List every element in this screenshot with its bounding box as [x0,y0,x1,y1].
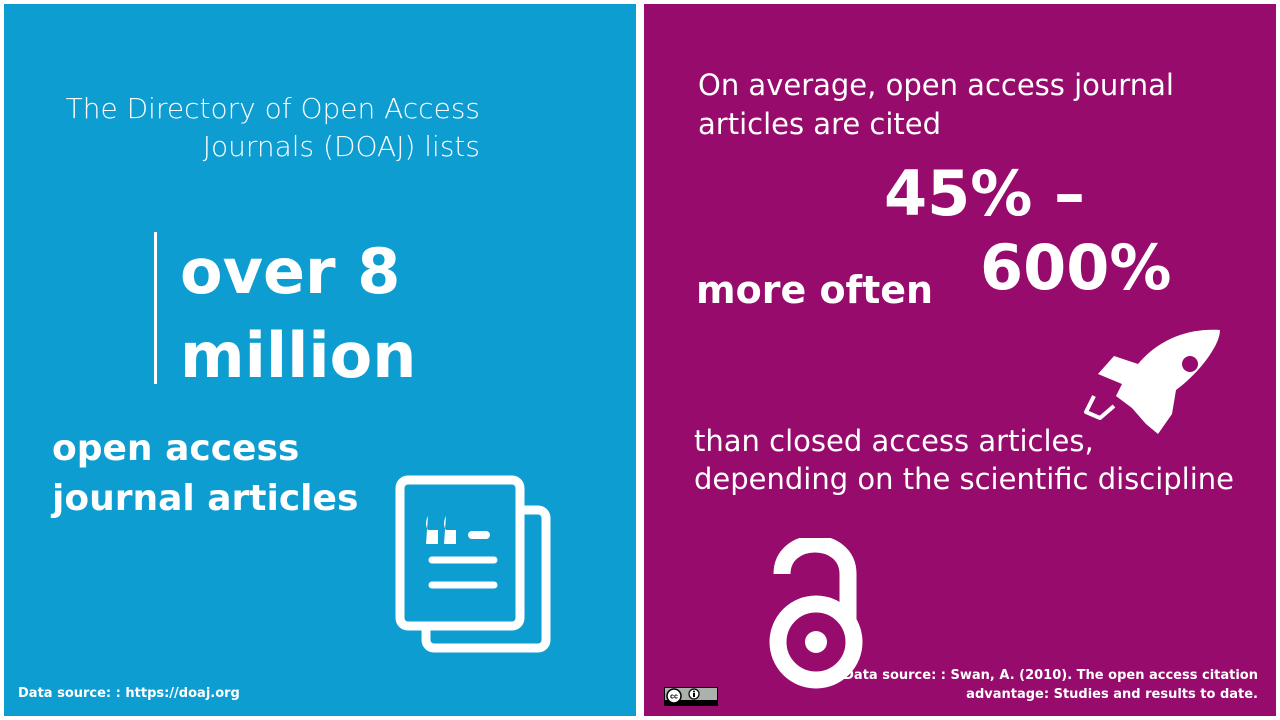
article-label: open access journal articles [52,428,359,519]
range-low: 45% – [884,157,1085,230]
comparison-text: than closed access articles, depending o… [694,424,1235,496]
citation-intro: On average, open access journal articles… [698,68,1174,141]
doaj-intro: The Directory of Open Access Journals (D… [65,92,480,163]
document-quote-icon [395,475,551,653]
more-often-label: more often [696,268,934,312]
open-access-lock-icon [769,538,863,689]
cc-license-icon: cc [665,688,717,705]
accent-divider [154,232,157,384]
doaj-panel: The Directory of Open Access Journals (D… [4,4,636,716]
svg-text:cc: cc [670,694,678,701]
citation-panel: On average, open access journal articles… [644,4,1276,716]
citation-data-source: Data source: : Swan, A. (2010). The open… [843,668,1258,702]
rocket-icon [1084,329,1220,434]
range-high: 600% [980,231,1172,304]
cc-by-license-badge[interactable]: cc [664,687,718,706]
doaj-data-source: Data source: : https://doaj.org [18,686,240,701]
article-count: over 8 million [180,235,417,392]
